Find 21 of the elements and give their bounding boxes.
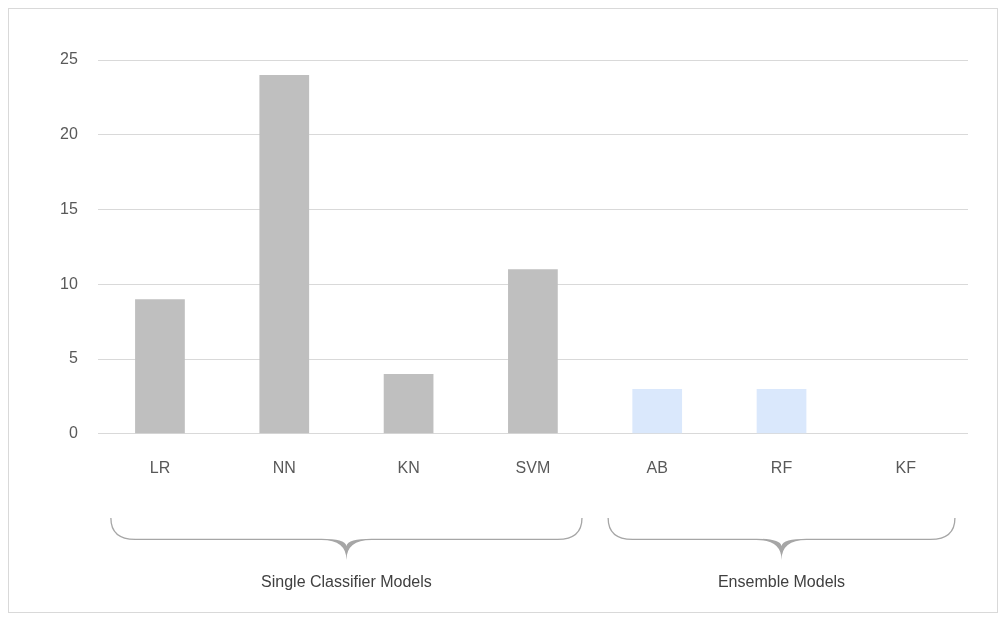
- x-tick-label: AB: [646, 458, 668, 476]
- x-tick-label: KF: [895, 458, 917, 476]
- x-tick-label: RF: [770, 458, 793, 476]
- bar: [632, 388, 683, 434]
- bar: [508, 269, 558, 434]
- y-tick-label: 5: [68, 349, 78, 367]
- x-tick-label: SVM: [515, 458, 551, 476]
- bar: [259, 74, 310, 434]
- y-tick-label: 15: [60, 199, 78, 217]
- bar: [383, 373, 434, 434]
- x-tick-label: KN: [397, 458, 420, 476]
- bar: [756, 388, 807, 434]
- text: Ensemble Models: [717, 573, 846, 591]
- bar: [135, 299, 185, 434]
- y-tick-label: 20: [60, 125, 78, 143]
- text: Single Classifier Models: [261, 573, 432, 591]
- x-tick-label: NN: [272, 458, 296, 476]
- y-tick-label: 0: [68, 424, 78, 442]
- x-tick-label: LR: [149, 458, 171, 476]
- y-tick-label: 25: [60, 50, 78, 68]
- y-tick-label: 10: [60, 274, 78, 292]
